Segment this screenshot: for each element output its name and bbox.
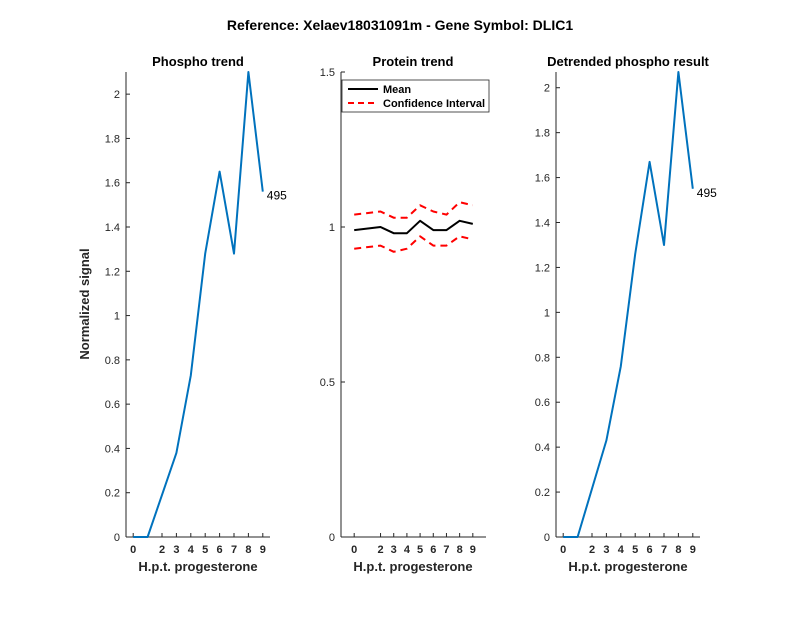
detrended-phospho-y-tick-label: 2 bbox=[544, 83, 550, 95]
protein-trend-legend: Mean Confidence Interval bbox=[341, 79, 490, 113]
protein-trend-x-tick-label: 5 bbox=[417, 544, 423, 556]
protein-trend-series-0-line bbox=[354, 219, 474, 235]
phospho-trend-annotation: 495 bbox=[267, 189, 287, 203]
protein-trend-y-tick-label: 0 bbox=[329, 532, 335, 544]
phospho-trend-x-tick-label: 3 bbox=[173, 544, 179, 556]
phospho-trend-series-0-line bbox=[133, 71, 264, 538]
protein-trend-title: Protein trend bbox=[373, 54, 454, 69]
phospho-trend-y-tick-label: 1.8 bbox=[105, 133, 120, 145]
detrended-phospho-y-tick-label: 1.4 bbox=[535, 218, 550, 230]
detrended-phospho-y-tick-label: 0.4 bbox=[535, 442, 550, 454]
detrended-phospho-x-tick-label: 9 bbox=[690, 544, 696, 556]
protein-trend-x-tick-label: 3 bbox=[391, 544, 397, 556]
phospho-trend-panel: Phospho trend H.p.t. progesterone Normal… bbox=[77, 54, 287, 574]
phospho-trend-x-tick-label: 2 bbox=[159, 544, 165, 556]
detrended-phospho-x-tick-label: 6 bbox=[647, 544, 653, 556]
phospho-trend-x-tick-label: 9 bbox=[260, 544, 266, 556]
protein-trend-y-tick-label: 1 bbox=[329, 222, 335, 234]
phospho-trend-ylabel: Normalized signal bbox=[77, 248, 92, 359]
protein-trend-x-tick-label: 2 bbox=[377, 544, 383, 556]
phospho-trend-y-tick-label: 1.6 bbox=[105, 178, 120, 190]
detrended-phospho-x-tick-label: 4 bbox=[618, 544, 625, 556]
phospho-trend-y-tick-label: 0 bbox=[114, 532, 120, 544]
protein-trend-x-tick-label: 7 bbox=[443, 544, 449, 556]
phospho-trend-xlabel: H.p.t. progesterone bbox=[138, 559, 257, 574]
phospho-trend-x-tick-label: 6 bbox=[217, 544, 223, 556]
detrended-phospho-y-tick-label: 1.2 bbox=[535, 262, 550, 274]
detrended-phospho-y-tick-label: 1.8 bbox=[535, 128, 550, 140]
protein-trend-panel: Protein trend H.p.t. progesterone Mean C… bbox=[320, 54, 490, 574]
detrended-phospho-title: Detrended phospho result bbox=[547, 54, 709, 69]
detrended-phospho-xlabel: H.p.t. progesterone bbox=[568, 559, 687, 574]
phospho-trend-y-tick-label: 1.4 bbox=[105, 222, 120, 234]
protein-trend-x-tick-label: 9 bbox=[470, 544, 476, 556]
phospho-trend-y-tick-label: 1 bbox=[114, 311, 120, 323]
detrended-phospho-y-tick-label: 0.6 bbox=[535, 397, 550, 409]
phospho-trend-x-tick-label: 0 bbox=[130, 544, 136, 556]
detrended-phospho-x-tick-label: 2 bbox=[589, 544, 595, 556]
protein-trend-xlabel: H.p.t. progesterone bbox=[353, 559, 472, 574]
protein-trend-x-tick-label: 8 bbox=[457, 544, 463, 556]
legend-ci-label: Confidence Interval bbox=[383, 98, 485, 110]
protein-trend-x-tick-label: 6 bbox=[430, 544, 436, 556]
protein-trend-series-2-line bbox=[354, 235, 474, 253]
phospho-trend-y-tick-label: 0.6 bbox=[105, 399, 120, 411]
detrended-phospho-y-tick-label: 1 bbox=[544, 307, 550, 319]
detrended-phospho-x-tick-label: 7 bbox=[661, 544, 667, 556]
figure-title: Reference: Xelaev18031091m - Gene Symbol… bbox=[227, 17, 573, 33]
phospho-trend-y-tick-label: 0.2 bbox=[105, 488, 120, 500]
detrended-phospho-x-tick-label: 3 bbox=[603, 544, 609, 556]
phospho-trend-x-tick-label: 4 bbox=[188, 544, 195, 556]
phospho-trend-x-tick-label: 5 bbox=[202, 544, 208, 556]
legend-mean-label: Mean bbox=[383, 84, 411, 96]
phospho-trend-x-tick-label: 8 bbox=[245, 544, 251, 556]
phospho-trend-y-tick-label: 0.4 bbox=[105, 443, 120, 455]
protein-trend-y-tick-label: 1.5 bbox=[320, 67, 335, 79]
detrended-phospho-y-tick-label: 1.6 bbox=[535, 173, 550, 185]
detrended-phospho-y-tick-label: 0.8 bbox=[535, 352, 550, 364]
protein-trend-series-1-line bbox=[354, 201, 474, 219]
phospho-trend-y-tick-label: 1.2 bbox=[105, 266, 120, 278]
detrended-phospho-x-tick-label: 8 bbox=[675, 544, 681, 556]
phospho-trend-x-tick-label: 7 bbox=[231, 544, 237, 556]
legend-box bbox=[341, 79, 490, 113]
phospho-trend-y-tick-label: 2 bbox=[114, 89, 120, 101]
detrended-phospho-y-tick-label: 0.2 bbox=[535, 487, 550, 499]
detrended-phospho-annotation: 495 bbox=[697, 186, 717, 200]
detrended-phospho-x-tick-label: 5 bbox=[632, 544, 638, 556]
protein-trend-x-tick-label: 0 bbox=[351, 544, 357, 556]
detrended-phospho-panel: Detrended phospho result H.p.t. progeste… bbox=[535, 54, 717, 574]
detrended-phospho-y-tick-label: 0 bbox=[544, 532, 550, 544]
detrended-phospho-x-tick-label: 0 bbox=[560, 544, 566, 556]
phospho-trend-title: Phospho trend bbox=[152, 54, 244, 69]
protein-trend-x-tick-label: 4 bbox=[404, 544, 411, 556]
protein-trend-y-tick-label: 0.5 bbox=[320, 377, 335, 389]
detrended-phospho-series-0-line bbox=[563, 71, 694, 538]
phospho-trend-y-tick-label: 0.8 bbox=[105, 355, 120, 367]
